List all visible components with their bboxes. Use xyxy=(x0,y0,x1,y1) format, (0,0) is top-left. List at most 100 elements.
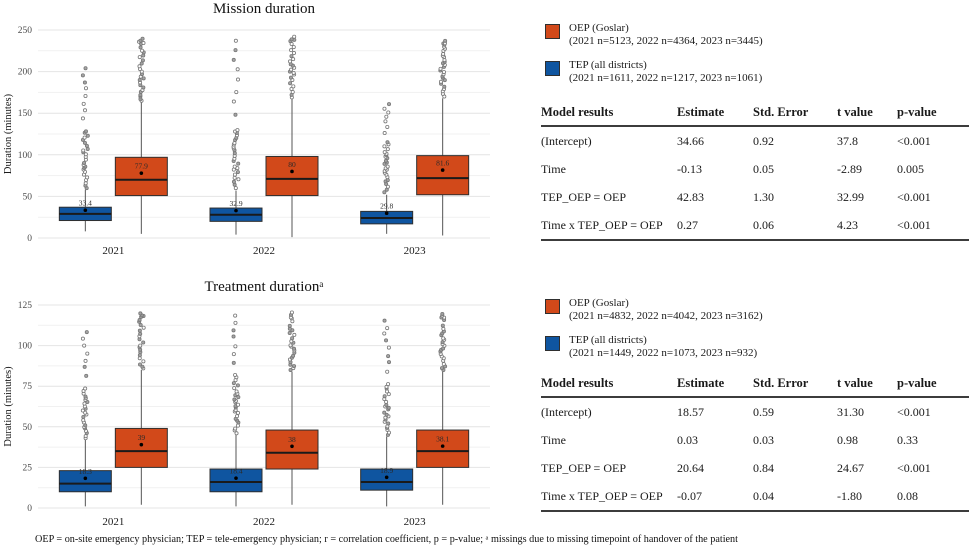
outlier-point xyxy=(139,61,144,66)
mean-value-label: 33.4 xyxy=(79,199,92,208)
legend-label: OEP (Goslar) xyxy=(569,22,629,34)
table-header-cell: t value xyxy=(837,374,897,398)
table-cell: 24.67 xyxy=(837,461,864,475)
outlier-point xyxy=(138,331,143,336)
mean-value-label: 77.9 xyxy=(135,162,148,171)
outlier-point xyxy=(438,66,443,71)
figure-footnote: OEP = on-site emergency physician; TEP =… xyxy=(35,534,738,545)
box-plot-tep-2023: 18.9 xyxy=(360,318,414,507)
box-plot-tep-2023: 29.8 xyxy=(360,102,414,234)
outlier-point xyxy=(232,172,237,177)
outlier-point xyxy=(235,383,240,388)
mean-point xyxy=(83,208,88,213)
y-axis-tick-label: 25 xyxy=(23,463,33,473)
table-cell: TEP_OEP = OEP xyxy=(541,190,626,204)
table-cell: Time x TEP_OEP = OEP xyxy=(541,218,663,232)
outlier-point xyxy=(382,190,387,195)
model-results-table: Model results Estimate Std. Error t value p-… xyxy=(541,103,969,241)
table-row: Time x TEP_OEP = OEP -0.07 0.04 -1.80 0.08 xyxy=(541,482,969,511)
outlier-point xyxy=(82,108,87,113)
table-cell: 0.04 xyxy=(753,489,774,503)
outlier-point xyxy=(385,140,390,145)
outlier-point xyxy=(384,384,389,389)
mean-point xyxy=(290,444,294,449)
box-iqr xyxy=(416,429,470,468)
outlier-point xyxy=(83,358,88,363)
outlier-point xyxy=(287,331,292,336)
outlier-point xyxy=(82,401,87,406)
table-cell: 20.64 xyxy=(677,461,704,475)
outlier-point xyxy=(137,328,142,333)
table-cell: 37.8 xyxy=(837,134,858,148)
table-cell: Time xyxy=(541,162,566,176)
outlier-point xyxy=(232,175,237,180)
table-cell: 0.84 xyxy=(753,461,774,475)
outlier-point xyxy=(441,336,446,341)
outlier-point xyxy=(382,394,387,399)
table-cell: 0.06 xyxy=(753,218,774,232)
outlier-point xyxy=(140,58,145,63)
legend-label: TEP (all districts) xyxy=(569,334,647,346)
table-header-cell: p-value xyxy=(897,103,969,127)
chart-title: Mission duration xyxy=(213,1,316,17)
outlier-point xyxy=(83,386,88,391)
table-cell: -0.07 xyxy=(677,489,702,503)
outlier-point xyxy=(233,313,238,318)
legend-swatch-tep xyxy=(545,336,560,351)
table-header-cell: Std. Error xyxy=(753,374,837,398)
table-cell: 0.08 xyxy=(897,489,918,503)
legend-item: TEP (all districts) (2021 n=1449, 2022 n=… xyxy=(545,334,965,360)
outlier-point xyxy=(440,323,445,328)
outlier-point xyxy=(291,45,296,50)
outlier-point xyxy=(82,80,87,85)
outlier-point xyxy=(232,386,237,391)
box-plot-oep-2023: 81.6 xyxy=(416,38,470,236)
mean-point xyxy=(440,444,445,448)
outlier-point xyxy=(137,353,142,358)
box-plot-oep-2022: 80 xyxy=(265,34,319,238)
outlier-point xyxy=(80,336,85,341)
outlier-point xyxy=(234,90,239,95)
outlier-point xyxy=(288,367,293,372)
outlier-point xyxy=(141,325,146,330)
outlier-point xyxy=(441,362,446,367)
outlier-point xyxy=(384,338,389,343)
mean-value-label: 81.6 xyxy=(436,159,449,168)
outlier-point xyxy=(231,334,236,339)
x-axis-tick-label: 2021 xyxy=(102,245,124,257)
mean-point xyxy=(290,169,294,174)
table-cell: (Intercept) xyxy=(541,134,592,148)
box-plot-tep-2022: 32.9 xyxy=(209,38,263,235)
outlier-point xyxy=(138,45,143,50)
outlier-point xyxy=(80,116,85,121)
outlier-point xyxy=(233,426,238,431)
outlier-point xyxy=(84,373,89,378)
box-plot-tep-2021: 33.4 xyxy=(58,66,112,232)
outlier-point xyxy=(233,344,238,349)
outlier-point xyxy=(141,41,146,46)
outlier-point xyxy=(137,318,142,323)
outlier-point xyxy=(385,369,390,374)
outlier-point xyxy=(82,135,87,140)
outlier-point xyxy=(83,394,88,399)
box-iqr xyxy=(265,155,319,197)
y-axis-tick-label: 250 xyxy=(18,26,33,36)
outlier-point xyxy=(288,75,293,80)
y-axis-tick-label: 0 xyxy=(27,234,32,244)
table-cell: 34.66 xyxy=(677,134,704,148)
outlier-point xyxy=(439,366,444,371)
mean-value-label: 18.3 xyxy=(79,467,92,476)
x-axis-tick-label: 2021 xyxy=(102,516,124,528)
legend-swatch-oep xyxy=(545,299,560,314)
outlier-point xyxy=(292,364,297,369)
table-cell: -0.13 xyxy=(677,162,702,176)
box-plot-oep-2021: 77.9 xyxy=(114,36,168,234)
chart-title: Treatment durationᵃ xyxy=(205,279,324,295)
outlier-point xyxy=(291,84,296,89)
outlier-point xyxy=(235,414,240,419)
y-axis-tick-label: 150 xyxy=(18,109,33,119)
outlier-point xyxy=(231,99,236,104)
mean-value-label: 38.1 xyxy=(436,435,449,444)
x-axis-tick-label: 2023 xyxy=(404,516,427,528)
table-cell: <0.001 xyxy=(897,190,931,204)
